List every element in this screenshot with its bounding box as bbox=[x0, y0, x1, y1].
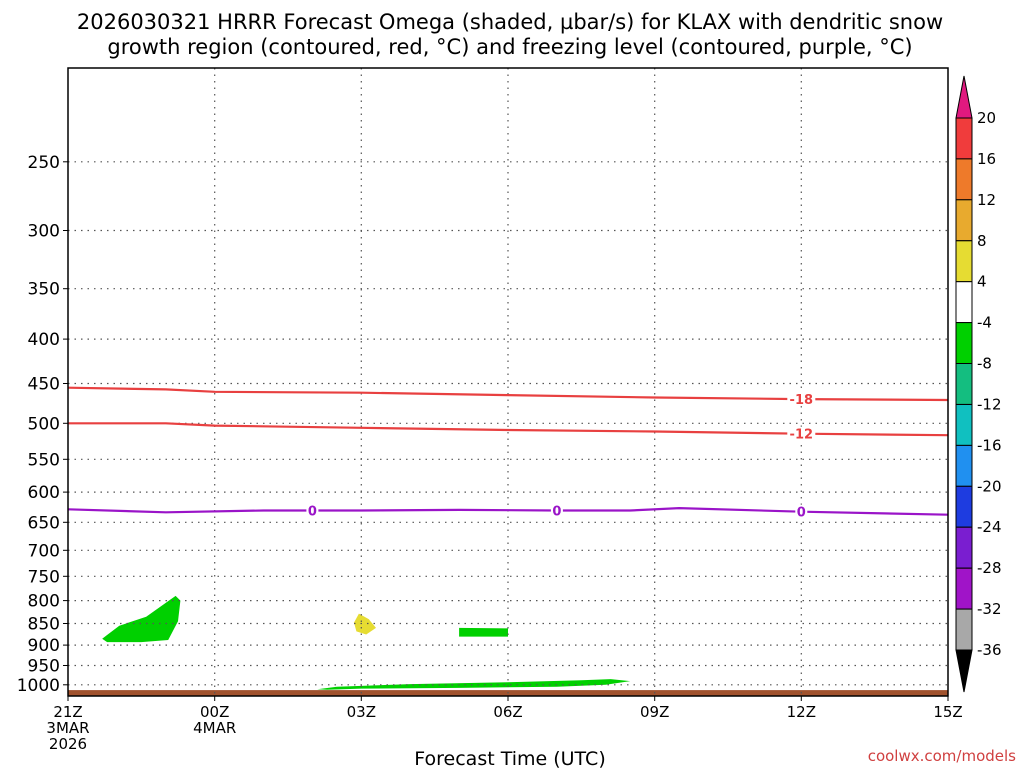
colorbar-bottom-arrow bbox=[955, 649, 973, 693]
y-tick-label-650: 650 bbox=[28, 513, 60, 533]
chart-title-line-1: 2026030321 HRRR Forecast Omega (shaded, … bbox=[77, 10, 943, 34]
omega-region-green-small bbox=[459, 627, 508, 637]
x-axis-title: Forecast Time (UTC) bbox=[414, 748, 605, 768]
grid-lines bbox=[68, 68, 948, 696]
dgz-minus18-label-bg bbox=[787, 392, 816, 407]
y-tick-label-700: 700 bbox=[28, 541, 60, 561]
colorbar-band-12 bbox=[955, 608, 973, 651]
omega-shading bbox=[102, 595, 631, 690]
x-tick-label-15-line-0: 12Z bbox=[787, 703, 816, 721]
freezing-level-label: 0 bbox=[308, 505, 317, 520]
x-tick-label-6-line-0: 03Z bbox=[347, 703, 376, 721]
y-tick-label-600: 600 bbox=[28, 483, 60, 503]
y-tick-label-400: 400 bbox=[28, 330, 60, 350]
colorbar-band-8 bbox=[955, 444, 973, 487]
freezing-level-label: 0 bbox=[552, 505, 561, 520]
freezing-level-line bbox=[67, 506, 949, 516]
colorbar-band-3 bbox=[955, 240, 973, 283]
freezing-level-label-bg bbox=[795, 504, 808, 519]
y-tick-label-500: 500 bbox=[28, 414, 60, 434]
dgz-minus18-label: -18 bbox=[790, 393, 814, 408]
omega-region-green-bottom bbox=[317, 679, 631, 690]
colorbar-label-1: 16 bbox=[977, 150, 996, 168]
colorbar-band-7 bbox=[955, 404, 973, 446]
omega-region-yellow bbox=[354, 613, 376, 635]
dgz-minus12-label: -12 bbox=[790, 428, 814, 443]
colorbar: 20 16 12 8 4 -4 -8 -12 -16 -20 -24 -28 -32 -36 bbox=[955, 75, 1002, 693]
y-tick-label-350: 350 bbox=[28, 280, 60, 300]
y-tick-label-750: 750 bbox=[28, 567, 60, 587]
y-tick-label-250: 250 bbox=[28, 153, 60, 173]
colorbar-label-0: 20 bbox=[977, 109, 996, 127]
x-tick-label-3-line-0: 00Z bbox=[200, 703, 229, 721]
dgz-minus18-line bbox=[67, 386, 949, 402]
colorbar-label-5: -4 bbox=[977, 314, 992, 332]
colorbar-label-4: 4 bbox=[977, 273, 987, 291]
chart-title-line-2: growth region (contoured, red, °C) and f… bbox=[107, 35, 912, 59]
colorbar-label-13: -36 bbox=[977, 641, 1002, 659]
y-tick-label-300: 300 bbox=[28, 222, 60, 242]
colorbar-label-8: -16 bbox=[977, 436, 1002, 454]
dgz-minus12-line bbox=[68, 422, 949, 437]
y-tick-label-550: 550 bbox=[28, 450, 60, 470]
colorbar-band-4 bbox=[955, 281, 973, 324]
colorbar-label-12: -32 bbox=[977, 600, 1002, 618]
x-tick-label-9-line-0: 06Z bbox=[493, 703, 522, 721]
x-tick-label-0-line-1: 3MAR bbox=[46, 719, 89, 737]
colorbar-band-2 bbox=[955, 199, 973, 242]
x-tick-label-12-line-0: 09Z bbox=[640, 703, 669, 721]
colorbar-band-6 bbox=[955, 363, 973, 405]
colorbar-label-9: -20 bbox=[977, 477, 1002, 495]
x-tick-label-0-line-0: 21Z bbox=[53, 703, 82, 721]
colorbar-top-arrow bbox=[955, 75, 973, 119]
colorbar-label-3: 8 bbox=[977, 232, 987, 250]
y-tick-label-900: 900 bbox=[28, 636, 60, 656]
colorbar-label-10: -24 bbox=[977, 518, 1002, 536]
freezing-level-label-bg bbox=[306, 503, 319, 518]
freezing-level-label-bg bbox=[550, 503, 563, 518]
x-tick-label-18-line-0: 15Z bbox=[933, 703, 962, 721]
dgz-minus12-label-bg bbox=[787, 426, 816, 441]
freezing-level-label: 0 bbox=[797, 506, 806, 521]
colorbar-label-7: -12 bbox=[977, 396, 1002, 414]
x-tick-label-3-line-1: 4MAR bbox=[193, 719, 236, 737]
colorbar-band-9 bbox=[955, 485, 973, 528]
colorbar-band-0 bbox=[955, 117, 973, 160]
colorbar-band-10 bbox=[955, 526, 973, 569]
omega-region-green-left bbox=[102, 595, 181, 643]
y-tick-label-450: 450 bbox=[28, 375, 60, 395]
y-tick-label-850: 850 bbox=[28, 615, 60, 635]
y-axis-ticks: 2503003504004505005506006507007508008509… bbox=[17, 153, 68, 696]
colorbar-label-6: -8 bbox=[977, 355, 992, 373]
y-tick-label-950: 950 bbox=[28, 657, 60, 677]
colorbar-band-11 bbox=[955, 567, 973, 610]
y-tick-label-800: 800 bbox=[28, 592, 60, 612]
colorbar-label-2: 12 bbox=[977, 191, 996, 209]
colorbar-band-1 bbox=[955, 158, 973, 201]
contour-lines: -18 -12 0 0 0 bbox=[67, 386, 949, 521]
colorbar-label-11: -28 bbox=[977, 559, 1002, 577]
y-tick-label-1000: 1000 bbox=[17, 676, 60, 696]
x-tick-label-0-line-2: 2026 bbox=[49, 735, 87, 753]
credit-text: coolwx.com/models bbox=[868, 747, 1016, 765]
colorbar-band-5 bbox=[955, 322, 973, 365]
